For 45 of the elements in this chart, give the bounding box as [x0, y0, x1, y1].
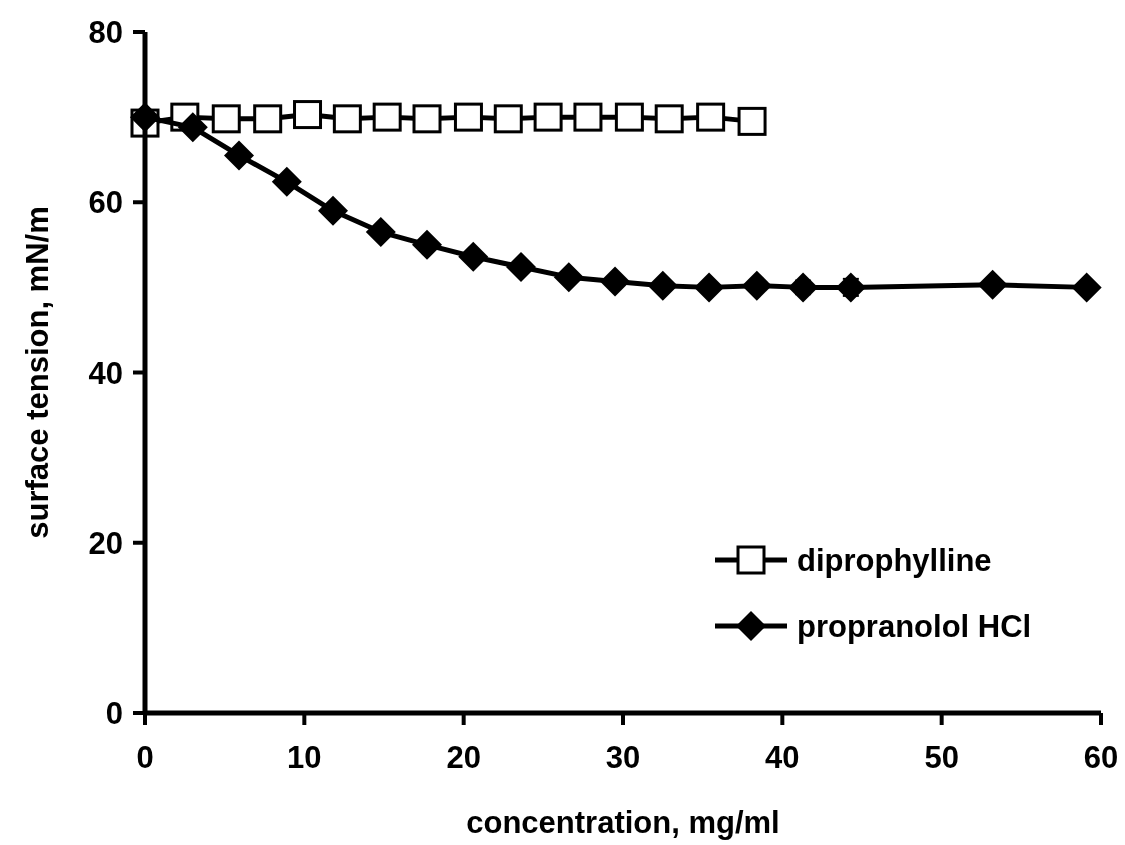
point — [647, 270, 678, 301]
point — [694, 272, 725, 303]
y-tick-label: 0 — [105, 696, 123, 731]
x-tick-label: 20 — [446, 740, 481, 775]
y-axis-title: surface tension, mN/m — [20, 206, 55, 539]
point — [224, 140, 255, 171]
point — [533, 102, 563, 132]
legend-label: propranolol HCl — [797, 609, 1032, 644]
y-tick-label: 60 — [88, 185, 123, 221]
x-tick-label: 40 — [765, 740, 800, 775]
point — [493, 104, 523, 134]
x-tick-label: 0 — [136, 740, 154, 775]
point — [654, 104, 684, 134]
point — [372, 102, 402, 132]
point — [332, 104, 362, 134]
y-tick-label: 80 — [88, 15, 123, 50]
x-tick-label: 50 — [924, 740, 959, 775]
y-tick-label: 40 — [88, 355, 123, 391]
point — [1071, 272, 1102, 303]
point — [600, 266, 631, 297]
point — [741, 270, 772, 301]
point — [271, 166, 302, 197]
x-tick-label: 30 — [605, 740, 641, 775]
point — [458, 241, 489, 272]
legend-label: diprophylline — [797, 543, 992, 578]
point — [253, 104, 283, 134]
point — [977, 269, 1008, 300]
point — [453, 102, 483, 132]
point — [506, 251, 537, 282]
point — [412, 104, 442, 134]
point — [211, 104, 241, 134]
x-axis-title: concentration, mg/ml — [466, 805, 780, 840]
point — [737, 106, 767, 136]
point — [318, 195, 349, 226]
point — [553, 262, 584, 293]
x-tick-label: 60 — [1083, 740, 1119, 775]
point — [293, 100, 323, 130]
point — [365, 217, 396, 248]
point — [573, 102, 603, 132]
point — [412, 229, 443, 260]
point — [696, 102, 726, 132]
point — [614, 102, 644, 132]
point — [177, 112, 208, 143]
x-tick-label: 10 — [287, 740, 322, 775]
y-tick-label: 20 — [88, 525, 123, 561]
